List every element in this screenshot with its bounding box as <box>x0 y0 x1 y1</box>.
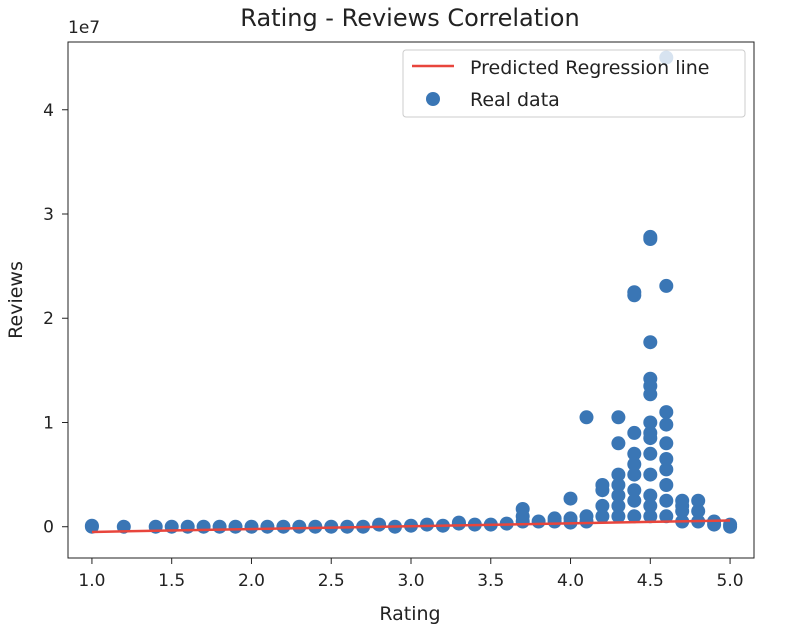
data-point <box>627 509 642 524</box>
data-point <box>627 285 642 300</box>
data-point <box>659 462 674 477</box>
data-point <box>627 457 642 472</box>
x-tick-label: 4.5 <box>637 571 664 591</box>
data-point <box>627 425 642 440</box>
x-axis-ticks: 1.0 1.5 2.0 2.5 3.0 3.5 4.0 4.5 5.0 <box>78 558 744 591</box>
regression-line <box>91 519 731 534</box>
data-point <box>643 467 658 482</box>
y-tick-label: 4 <box>43 101 54 121</box>
data-point <box>627 467 642 482</box>
data-point <box>595 509 610 524</box>
data-point <box>659 405 674 420</box>
data-point <box>643 488 658 503</box>
scatter-points <box>84 50 738 534</box>
data-point <box>659 493 674 508</box>
data-point <box>643 371 658 386</box>
regression-line-path <box>91 519 731 534</box>
chart-title: Rating - Reviews Correlation <box>240 4 579 32</box>
y-scale-label: 1e7 <box>68 18 100 38</box>
data-point <box>643 498 658 513</box>
y-tick-label: 3 <box>43 205 54 225</box>
x-tick-label: 3.0 <box>397 571 424 591</box>
legend-box <box>402 49 746 118</box>
x-tick-label: 1.5 <box>158 571 185 591</box>
data-point <box>659 478 674 492</box>
data-point <box>643 446 658 461</box>
data-point <box>643 415 658 430</box>
data-point <box>691 504 706 519</box>
data-point <box>212 519 227 534</box>
data-point <box>691 493 706 508</box>
data-point <box>228 519 243 534</box>
legend-label-real-data: Real data <box>470 89 560 111</box>
data-point <box>611 410 626 425</box>
data-point <box>420 517 434 532</box>
data-point <box>292 519 307 534</box>
data-point <box>611 488 626 503</box>
data-point <box>627 446 642 461</box>
data-point <box>451 515 466 530</box>
data-point <box>547 511 562 526</box>
data-point <box>595 498 610 513</box>
x-tick-label: 2.5 <box>318 571 345 591</box>
data-point <box>627 493 642 508</box>
data-point <box>611 509 626 524</box>
x-tick-label: 4.0 <box>557 571 584 591</box>
data-point <box>611 478 626 492</box>
x-tick-label: 2.0 <box>238 571 265 591</box>
data-point <box>531 514 546 529</box>
x-axis-label: Rating <box>379 603 440 625</box>
legend-marker-swatch <box>426 92 440 106</box>
data-point <box>563 511 578 526</box>
data-point <box>675 493 690 508</box>
data-point <box>611 467 626 482</box>
data-point <box>659 278 674 293</box>
data-point <box>244 519 259 534</box>
x-tick-label: 3.5 <box>477 571 504 591</box>
x-tick-label: 5.0 <box>717 571 744 591</box>
data-point <box>260 519 275 534</box>
data-point <box>643 425 658 440</box>
data-point <box>515 502 530 516</box>
data-point <box>643 335 658 350</box>
data-point <box>276 519 291 534</box>
data-point <box>611 498 626 513</box>
data-point <box>611 436 626 451</box>
data-point <box>659 452 674 466</box>
data-point <box>643 229 658 244</box>
x-tick-label: 1.0 <box>78 571 105 591</box>
data-point <box>180 519 195 534</box>
data-point <box>659 436 674 451</box>
y-axis-label: Reviews <box>5 261 27 339</box>
data-point <box>579 509 594 524</box>
data-point <box>372 517 387 532</box>
y-axis-ticks: 0 1 2 3 4 <box>43 101 68 538</box>
legend-label-regression: Predicted Regression line <box>470 57 710 79</box>
data-point <box>84 518 99 533</box>
plot-area <box>67 41 755 559</box>
data-point <box>643 509 658 524</box>
y-tick-label: 0 <box>43 518 54 538</box>
data-point <box>659 509 674 524</box>
data-point <box>579 410 594 425</box>
y-tick-label: 1 <box>43 413 54 433</box>
data-point <box>659 417 674 432</box>
data-point <box>196 519 211 534</box>
y-tick-label: 2 <box>43 309 54 329</box>
data-point <box>563 491 578 506</box>
data-point <box>595 478 610 492</box>
data-point <box>627 483 642 498</box>
legend: Predicted Regression line Real data <box>402 49 746 118</box>
